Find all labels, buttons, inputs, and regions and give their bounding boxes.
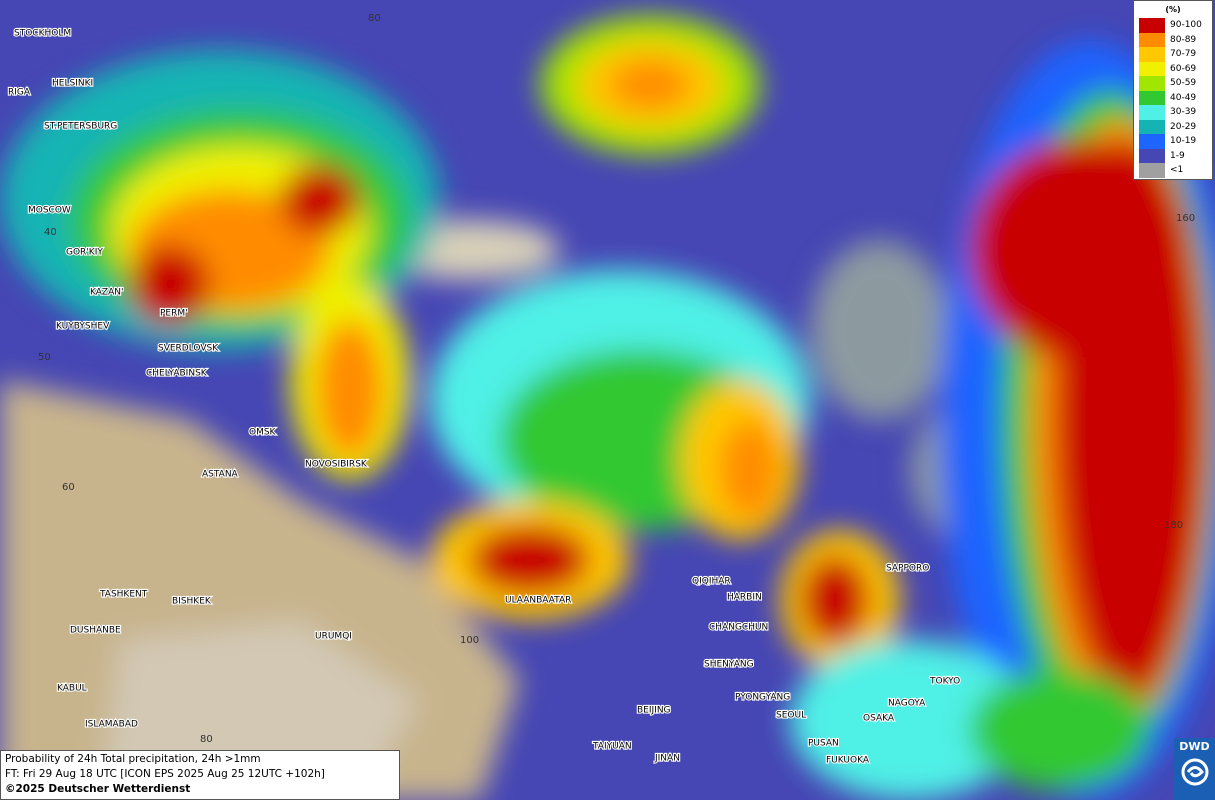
legend-title: (%) — [1165, 5, 1181, 14]
legend-swatch — [1139, 105, 1165, 120]
info-line: Probability of 24h Total precipitation, … — [5, 753, 261, 765]
precip-field — [0, 15, 1215, 800]
city-label: HARBIN — [727, 593, 762, 603]
legend-item: 50-59 — [1134, 76, 1212, 91]
city-label: GOR'KIY — [66, 248, 103, 258]
city-label: HELSINKI — [52, 79, 93, 89]
city-label: ISLAMABAD — [85, 720, 138, 730]
legend-label: <1 — [1170, 165, 1184, 176]
grid-label: 180 — [1164, 520, 1183, 531]
city-label: JINAN — [654, 754, 680, 764]
legend-label: 50-59 — [1170, 78, 1197, 89]
city-label: FUKUOKA — [826, 756, 870, 766]
city-label: RIGA — [8, 88, 31, 98]
city-label: OMSK — [249, 428, 277, 438]
legend-swatch — [1139, 134, 1165, 149]
legend-swatch — [1139, 18, 1165, 33]
info-line: FT: Fri 29 Aug 18 UTC [ICON EPS 2025 Aug… — [5, 768, 325, 780]
grid-label: 100 — [460, 635, 479, 646]
legend-item: 80-89 — [1134, 32, 1212, 47]
legend-label: 20-29 — [1170, 121, 1197, 132]
city-label: BISHKEK — [172, 597, 212, 607]
legend-item: 90-100 — [1134, 18, 1212, 33]
city-label: SHENYANG — [704, 660, 754, 670]
legend-item: 30-39 — [1134, 105, 1212, 120]
legend-label: 80-89 — [1170, 34, 1197, 45]
city-label: KABUL — [57, 684, 87, 694]
city-label: OSAKA — [863, 714, 895, 724]
legend-swatch — [1139, 163, 1165, 178]
legend-item: 70-79 — [1134, 47, 1212, 62]
legend-item: 20-29 — [1134, 119, 1212, 134]
city-label: DUSHANBE — [70, 626, 121, 636]
city-label: PUSAN — [808, 739, 839, 749]
city-label: KUYBYSHEV — [56, 322, 110, 332]
info-box: Probability of 24h Total precipitation, … — [0, 750, 400, 800]
legend-label: 1-9 — [1170, 150, 1185, 161]
grid-label: 50 — [38, 352, 51, 363]
legend-swatch — [1139, 119, 1165, 134]
city-label: CHANGCHUN — [709, 623, 768, 633]
grid-label: 60 — [62, 482, 75, 493]
legend-label: 30-39 — [1170, 107, 1197, 118]
grid-label: 160 — [1176, 213, 1195, 224]
city-label: TAIYUAN — [592, 742, 632, 752]
grid-label: 80 — [200, 734, 213, 745]
legend: (%) 90-100 80-89 70-79 60-69 50-59 40-49 30-39… — [1133, 0, 1213, 180]
city-label: BEIJING — [637, 706, 671, 716]
city-label: CHELYABINSK — [146, 369, 208, 379]
city-label: URUMQI — [315, 632, 352, 642]
city-label: ASTANA — [202, 470, 239, 480]
legend-label: 70-79 — [1170, 49, 1197, 60]
city-label: ULAANBAATAR — [505, 596, 571, 606]
city-label: ST.PETERSBURG — [44, 122, 117, 132]
legend-item: 10-19 — [1134, 134, 1212, 149]
city-label: NAGOYA — [888, 699, 926, 709]
city-label: SVERDLOVSK — [158, 344, 219, 354]
legend-swatch — [1139, 148, 1165, 163]
city-label: KAZAN' — [90, 288, 123, 298]
city-label: SAPPORO — [886, 564, 929, 574]
logo-text: DWD — [1179, 740, 1210, 753]
logo-icon — [1181, 758, 1208, 786]
city-label: QIQIHAR — [692, 577, 731, 587]
city-label: SEOUL — [776, 711, 806, 721]
city-label: NOVOSIBIRSK — [305, 460, 368, 470]
copyright: ©2025 Deutscher Wetterdienst — [5, 783, 191, 795]
city-label: TOKYO — [929, 677, 960, 687]
legend-swatch — [1139, 32, 1165, 47]
city-label: STOCKHOLM — [14, 29, 71, 39]
legend-item: 40-49 — [1134, 90, 1212, 105]
legend-item: <1 — [1134, 163, 1212, 178]
legend-swatch — [1139, 47, 1165, 62]
city-label: MOSCOW — [28, 206, 71, 216]
legend-label: 60-69 — [1170, 63, 1197, 74]
legend-item: 1-9 — [1134, 148, 1212, 163]
legend-swatch — [1139, 61, 1165, 76]
city-label: TASHKENT — [99, 590, 148, 600]
legend-item: 60-69 — [1134, 61, 1212, 76]
legend-label: 90-100 — [1170, 20, 1202, 31]
logo: DWD — [1174, 738, 1215, 800]
legend-label: 10-19 — [1170, 136, 1197, 147]
city-label: PERM' — [160, 309, 188, 319]
legend-swatch — [1139, 90, 1165, 105]
legend-label: 40-49 — [1170, 92, 1197, 103]
legend-swatch — [1139, 76, 1165, 91]
city-label: PYONGYANG — [735, 693, 790, 703]
grid-label: 80 — [368, 13, 381, 24]
grid-label: 40 — [44, 227, 57, 238]
